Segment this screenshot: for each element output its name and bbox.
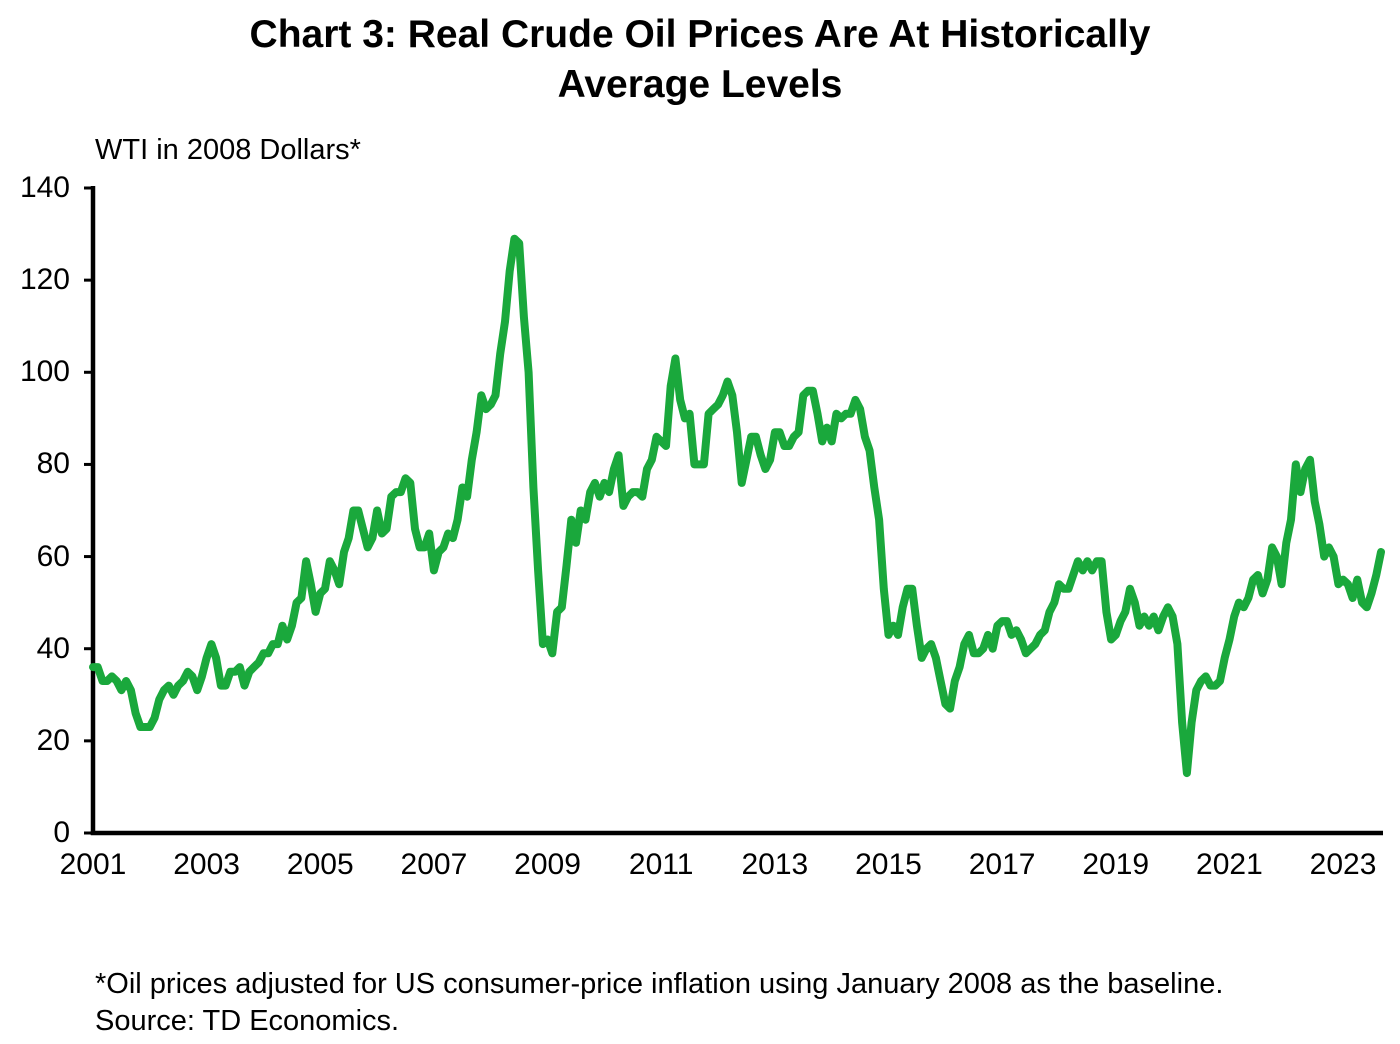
footnote-line1: *Oil prices adjusted for US consumer-pri…	[95, 968, 1224, 1000]
x-tick-label: 2009	[514, 848, 581, 881]
x-tick-label: 2021	[1196, 848, 1263, 881]
y-axis-title: WTI in 2008 Dollars*	[95, 134, 361, 166]
x-tick-label: 2003	[173, 848, 240, 881]
x-tick-label: 2007	[400, 848, 468, 881]
y-tick-label: 20	[36, 723, 70, 757]
x-tick-label: 2015	[855, 848, 922, 881]
x-tick-label: 2011	[628, 848, 694, 881]
y-tick-label: 120	[19, 263, 70, 297]
x-tick-label: 2017	[968, 848, 1036, 881]
y-tick-label: 100	[19, 355, 70, 389]
x-tick-label: 2001	[59, 848, 127, 881]
y-tick-label: 80	[36, 447, 70, 481]
x-tick-label: 2005	[286, 848, 354, 881]
chart-title: Chart 3: Real Crude Oil Prices Are At Hi…	[0, 10, 1400, 110]
x-tick-label: 2019	[1082, 848, 1150, 881]
price-line	[89, 234, 1385, 778]
chart-title-line2: Average Levels	[557, 63, 843, 106]
footnote: *Oil prices adjusted for US consumer-pri…	[95, 966, 1223, 1040]
chart-title-line1: Chart 3: Real Crude Oil Prices Are At Hi…	[249, 13, 1151, 56]
x-tick-label: 2023	[1309, 848, 1377, 881]
y-tick-label: 0	[53, 816, 70, 849]
footnote-line2: Source: TD Economics.	[95, 1005, 400, 1037]
y-tick-label: 60	[36, 539, 70, 573]
y-tick-label: 40	[36, 631, 70, 665]
y-tick-label: 140	[19, 171, 70, 204]
y-axis-ticks	[84, 186, 93, 835]
x-tick-label: 2013	[741, 848, 809, 881]
